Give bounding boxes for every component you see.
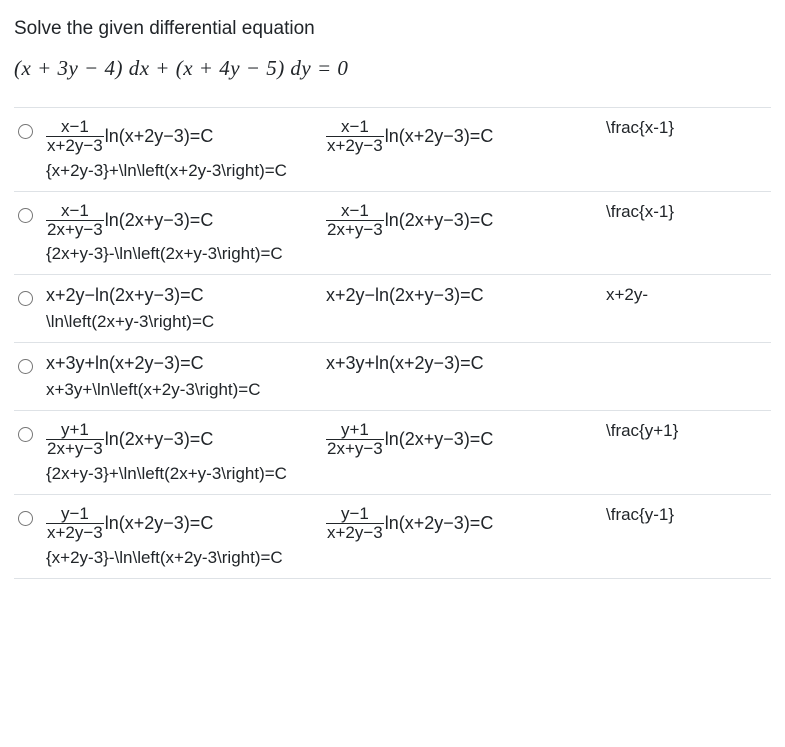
radio-wrap bbox=[18, 353, 38, 379]
fraction-numerator: y−1 bbox=[60, 505, 90, 523]
fraction: y+12x+y−3 bbox=[326, 421, 384, 458]
option-rendered-line: x+2y−ln(2x+y−3)=Cx+2y−ln(2x+y−3)=Cx+2y- bbox=[46, 285, 765, 306]
latex-source-line: \ln\left(2x+y-3\right)=C bbox=[46, 312, 765, 332]
option-rendered-line: y−1x+2y−3ln(x+2y−3)=Cy−1x+2y−3ln(x+2y−3)… bbox=[46, 505, 765, 542]
question-text: Solve the given differential equation bbox=[14, 18, 771, 40]
fraction-denominator: x+2y−3 bbox=[46, 136, 104, 155]
fraction-denominator: 2x+y−3 bbox=[326, 220, 384, 239]
options-list: x−1x+2y−3ln(x+2y−3)=Cx−1x+2y−3ln(x+2y−3)… bbox=[14, 107, 771, 579]
option-rendered-line: x−12x+y−3ln(2x+y−3)=Cx−12x+y−3ln(2x+y−3)… bbox=[46, 202, 765, 239]
math-tail: ln(2x+y−3)=C bbox=[385, 210, 494, 231]
latex-fragment-right: \frac{y+1} bbox=[606, 421, 765, 441]
radio-wrap bbox=[18, 421, 38, 447]
math-tail: ln(2x+y−3)=C bbox=[385, 429, 494, 450]
math-expression: x+3y+ln(x+2y−3)=C bbox=[46, 353, 326, 374]
option-body: y+12x+y−3ln(2x+y−3)=Cy+12x+y−3ln(2x+y−3)… bbox=[46, 421, 765, 484]
latex-fragment-right: \frac{x-1} bbox=[606, 202, 765, 222]
radio-wrap bbox=[18, 505, 38, 531]
option-row[interactable]: x−1x+2y−3ln(x+2y−3)=Cx−1x+2y−3ln(x+2y−3)… bbox=[14, 108, 771, 192]
latex-source-line: {2x+y-3}+\ln\left(2x+y-3\right)=C bbox=[46, 464, 765, 484]
option-body: x+3y+ln(x+2y−3)=Cx+3y+ln(x+2y−3)=C x+3y+\… bbox=[46, 353, 765, 400]
option-body: x−1x+2y−3ln(x+2y−3)=Cx−1x+2y−3ln(x+2y−3)… bbox=[46, 118, 765, 181]
fraction-numerator: y+1 bbox=[60, 421, 90, 439]
math-expression: x+2y−ln(2x+y−3)=C bbox=[46, 285, 326, 306]
option-row[interactable]: x−12x+y−3ln(2x+y−3)=Cx−12x+y−3ln(2x+y−3)… bbox=[14, 192, 771, 276]
math-expression: y+12x+y−3ln(2x+y−3)=C bbox=[46, 421, 326, 458]
option-radio[interactable] bbox=[18, 511, 33, 526]
option-row[interactable]: x+3y+ln(x+2y−3)=Cx+3y+ln(x+2y−3)=C x+3y+\… bbox=[14, 343, 771, 411]
math-expression: y+12x+y−3ln(2x+y−3)=C bbox=[326, 421, 606, 458]
latex-source-line: {x+2y-3}-\ln\left(x+2y-3\right)=C bbox=[46, 548, 765, 568]
fraction: x−1x+2y−3 bbox=[46, 118, 104, 155]
fraction-numerator: x−1 bbox=[60, 118, 90, 136]
option-radio[interactable] bbox=[18, 427, 33, 442]
fraction: x−12x+y−3 bbox=[326, 202, 384, 239]
fraction-denominator: x+2y−3 bbox=[46, 523, 104, 542]
fraction: y−1x+2y−3 bbox=[46, 505, 104, 542]
math-expression: x−12x+y−3ln(2x+y−3)=C bbox=[326, 202, 606, 239]
option-body: x−12x+y−3ln(2x+y−3)=Cx−12x+y−3ln(2x+y−3)… bbox=[46, 202, 765, 265]
math-tail: ln(x+2y−3)=C bbox=[105, 513, 214, 534]
radio-wrap bbox=[18, 285, 38, 311]
fraction-denominator: 2x+y−3 bbox=[46, 220, 104, 239]
math-tail: ln(x+2y−3)=C bbox=[105, 126, 214, 147]
latex-source-line: {x+2y-3}+\ln\left(x+2y-3\right)=C bbox=[46, 161, 765, 181]
fraction-numerator: y+1 bbox=[340, 421, 370, 439]
option-rendered-line: x+3y+ln(x+2y−3)=Cx+3y+ln(x+2y−3)=C bbox=[46, 353, 765, 374]
latex-source-line: x+3y+\ln\left(x+2y-3\right)=C bbox=[46, 380, 765, 400]
fraction-denominator: 2x+y−3 bbox=[326, 439, 384, 458]
fraction: x−1x+2y−3 bbox=[326, 118, 384, 155]
option-row[interactable]: x+2y−ln(2x+y−3)=Cx+2y−ln(2x+y−3)=Cx+2y-\… bbox=[14, 275, 771, 343]
option-radio[interactable] bbox=[18, 124, 33, 139]
option-row[interactable]: y+12x+y−3ln(2x+y−3)=Cy+12x+y−3ln(2x+y−3)… bbox=[14, 411, 771, 495]
fraction: x−12x+y−3 bbox=[46, 202, 104, 239]
fraction: y+12x+y−3 bbox=[46, 421, 104, 458]
math-expression: x+2y−ln(2x+y−3)=C bbox=[326, 285, 606, 306]
fraction-numerator: x−1 bbox=[340, 118, 370, 136]
option-row[interactable]: y−1x+2y−3ln(x+2y−3)=Cy−1x+2y−3ln(x+2y−3)… bbox=[14, 495, 771, 579]
latex-source-line: {2x+y-3}-\ln\left(2x+y-3\right)=C bbox=[46, 244, 765, 264]
fraction-denominator: x+2y−3 bbox=[326, 523, 384, 542]
radio-wrap bbox=[18, 202, 38, 228]
fraction-denominator: 2x+y−3 bbox=[46, 439, 104, 458]
math-tail: ln(x+2y−3)=C bbox=[385, 126, 494, 147]
latex-fragment-right: \frac{x-1} bbox=[606, 118, 765, 138]
fraction-denominator: x+2y−3 bbox=[326, 136, 384, 155]
option-body: y−1x+2y−3ln(x+2y−3)=Cy−1x+2y−3ln(x+2y−3)… bbox=[46, 505, 765, 568]
fraction-numerator: x−1 bbox=[340, 202, 370, 220]
math-expression: y−1x+2y−3ln(x+2y−3)=C bbox=[46, 505, 326, 542]
radio-wrap bbox=[18, 118, 38, 144]
math-expression: x−12x+y−3ln(2x+y−3)=C bbox=[46, 202, 326, 239]
math-expression: x−1x+2y−3ln(x+2y−3)=C bbox=[326, 118, 606, 155]
math-tail: ln(x+2y−3)=C bbox=[385, 513, 494, 534]
fraction-numerator: x−1 bbox=[60, 202, 90, 220]
equation-display: (x + 3y − 4) dx + (x + 4y − 5) dy = 0 bbox=[14, 56, 771, 81]
math-expression: x+3y+ln(x+2y−3)=C bbox=[326, 353, 606, 374]
math-expression: y−1x+2y−3ln(x+2y−3)=C bbox=[326, 505, 606, 542]
option-radio[interactable] bbox=[18, 291, 33, 306]
latex-fragment-right: x+2y- bbox=[606, 285, 765, 305]
option-rendered-line: x−1x+2y−3ln(x+2y−3)=Cx−1x+2y−3ln(x+2y−3)… bbox=[46, 118, 765, 155]
fraction-numerator: y−1 bbox=[340, 505, 370, 523]
math-expression: x−1x+2y−3ln(x+2y−3)=C bbox=[46, 118, 326, 155]
fraction: y−1x+2y−3 bbox=[326, 505, 384, 542]
option-radio[interactable] bbox=[18, 359, 33, 374]
math-tail: ln(2x+y−3)=C bbox=[105, 429, 214, 450]
option-rendered-line: y+12x+y−3ln(2x+y−3)=Cy+12x+y−3ln(2x+y−3)… bbox=[46, 421, 765, 458]
option-body: x+2y−ln(2x+y−3)=Cx+2y−ln(2x+y−3)=Cx+2y-\… bbox=[46, 285, 765, 332]
latex-fragment-right: \frac{y-1} bbox=[606, 505, 765, 525]
option-radio[interactable] bbox=[18, 208, 33, 223]
math-tail: ln(2x+y−3)=C bbox=[105, 210, 214, 231]
